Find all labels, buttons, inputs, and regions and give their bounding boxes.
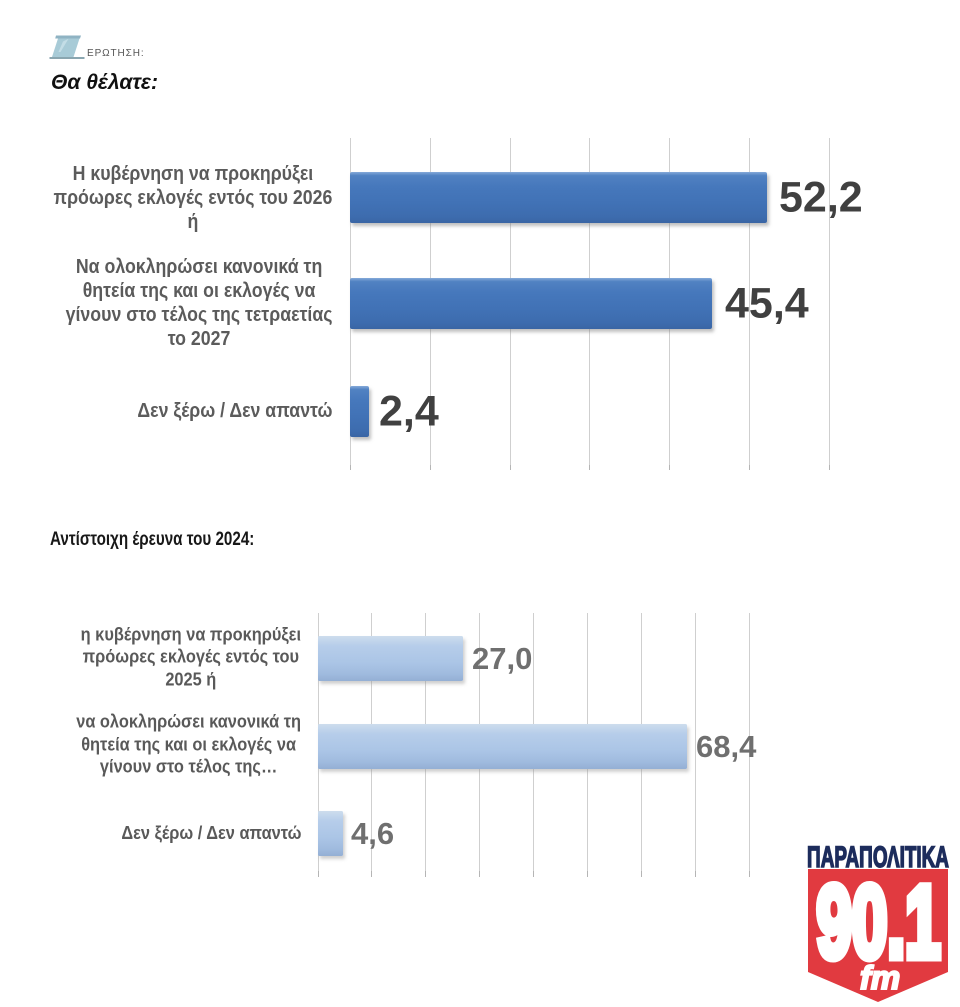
svg-text:90.1: 90.1 <box>816 866 940 980</box>
svg-text:ΠΑΡΑΠΟΛΙΤΙΚΑ: ΠΑΡΑΠΟΛΙΤΙΚΑ <box>807 841 949 875</box>
svg-text:fm: fm <box>860 959 900 996</box>
